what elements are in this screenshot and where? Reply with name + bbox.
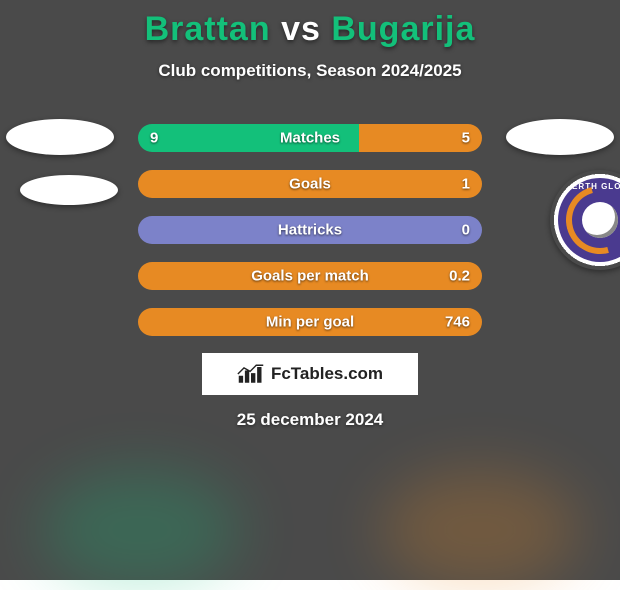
stat-value-left: 9 bbox=[150, 130, 158, 147]
team-badge-left-1 bbox=[6, 119, 114, 155]
stat-label: Goals per match bbox=[251, 268, 369, 285]
player2-name: Bugarija bbox=[331, 10, 475, 48]
stat-rows: 9 5 Matches 1 Goals 0 Hattricks 0.2 Goals per ma… bbox=[138, 124, 482, 354]
stat-value-right: 0.2 bbox=[449, 268, 470, 285]
stat-value-right: 0 bbox=[462, 222, 470, 239]
stat-label: Goals bbox=[289, 176, 331, 193]
date-text: 25 december 2024 bbox=[0, 410, 620, 430]
team-badge-right-2: PERTH GLORY bbox=[550, 170, 620, 270]
stat-label: Hattricks bbox=[278, 222, 342, 239]
stat-value-right: 1 bbox=[462, 176, 470, 193]
stat-label: Matches bbox=[280, 130, 340, 147]
background-glow bbox=[380, 470, 580, 590]
stat-label: Min per goal bbox=[266, 314, 354, 331]
team-badge-right-1 bbox=[506, 119, 614, 155]
subtitle: Club competitions, Season 2024/2025 bbox=[0, 61, 620, 81]
comparison-infographic: Brattan vs Bugarija Club competitions, S… bbox=[0, 0, 620, 580]
stat-row: 0.2 Goals per match bbox=[138, 262, 482, 290]
crest-ball-icon bbox=[582, 202, 618, 238]
page-title: Brattan vs Bugarija bbox=[0, 0, 620, 49]
bar-chart-icon bbox=[237, 363, 265, 385]
watermark: FcTables.com bbox=[202, 353, 418, 395]
stat-row: 0 Hattricks bbox=[138, 216, 482, 244]
stat-value-right: 5 bbox=[462, 130, 470, 147]
player1-name: Brattan bbox=[145, 10, 271, 48]
stat-row: 746 Min per goal bbox=[138, 308, 482, 336]
watermark-text: FcTables.com bbox=[271, 364, 383, 384]
crest-perth-glory: PERTH GLORY bbox=[558, 178, 620, 262]
stat-row: 1 Goals bbox=[138, 170, 482, 198]
stat-value-right: 746 bbox=[445, 314, 470, 331]
background-glow bbox=[40, 470, 240, 590]
team-badge-left-2 bbox=[20, 175, 118, 205]
stat-row: 9 5 Matches bbox=[138, 124, 482, 152]
vs-text: vs bbox=[281, 10, 321, 48]
